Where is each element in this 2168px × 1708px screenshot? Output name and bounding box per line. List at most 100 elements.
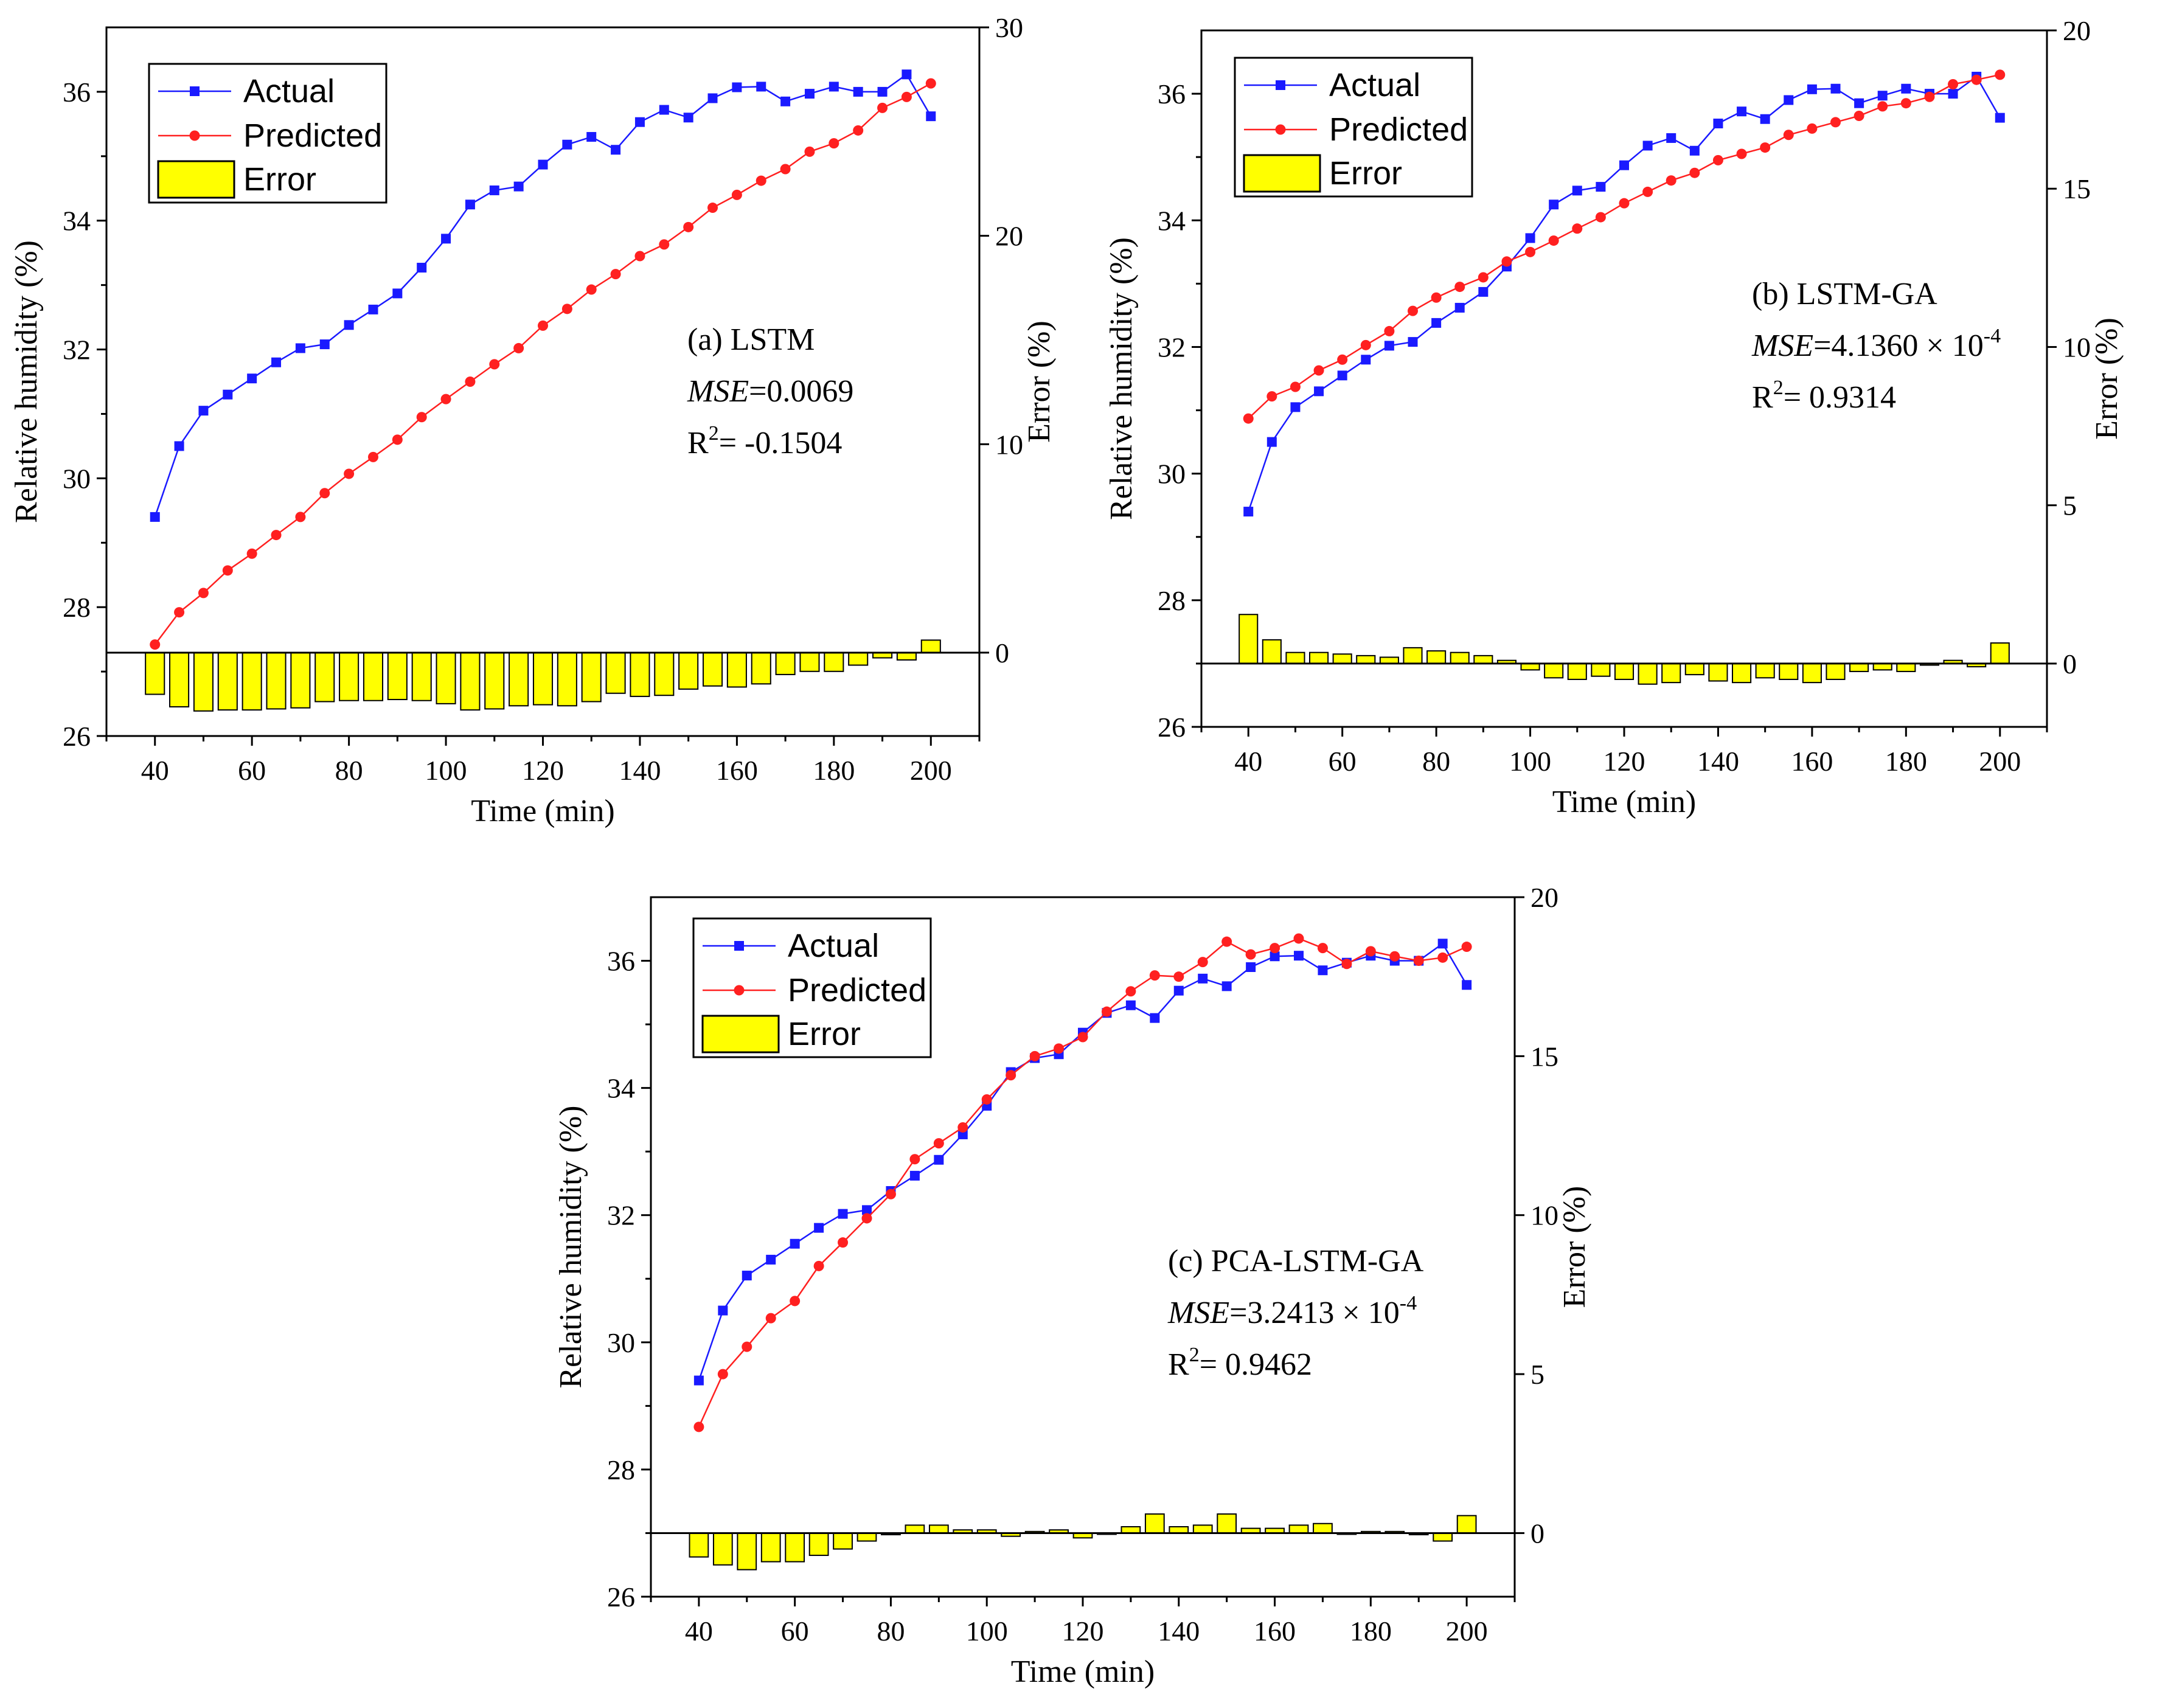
actual-point [902, 69, 912, 80]
predicted-point [742, 1341, 752, 1352]
predicted-point [683, 221, 694, 232]
error-bar [1120, 1526, 1141, 1534]
y-tick-label: 30 [1158, 459, 1186, 490]
actual-point [611, 145, 621, 155]
predicted-point [513, 342, 524, 353]
actual-point [344, 320, 354, 330]
error-bar [1779, 662, 1799, 680]
error-bar [737, 1532, 757, 1571]
actual-point [489, 185, 499, 195]
mse-annotation: MSE=3.2413 × 10-4 [1167, 1292, 1417, 1330]
panel-label: (b) LSTM-GA [1752, 277, 1937, 311]
mse-annotation: MSE=4.1360 × 10-4 [1751, 325, 2001, 363]
predicted-point [901, 91, 912, 102]
actual-point [150, 512, 160, 522]
error-bar [314, 651, 335, 703]
error-bar [1217, 1513, 1237, 1534]
actual-point [1854, 98, 1864, 108]
error-bar [856, 1532, 877, 1542]
error-bar [1684, 662, 1704, 676]
legend-predicted-marker [189, 130, 200, 141]
actual-point [1408, 337, 1418, 347]
actual-point [1689, 145, 1700, 156]
y-tick-label: 30 [63, 463, 91, 494]
predicted-point [659, 239, 670, 250]
y-tick-label: 32 [1158, 332, 1186, 363]
y-tick-label: 26 [63, 721, 91, 752]
predicted-point [1270, 943, 1280, 954]
chart-panel-3: 40 60 80 100 120 140 160 180 200 26 28 30 32 34 36 0 5 10… [554, 882, 1592, 1689]
predicted-point [319, 488, 330, 499]
actual-point [909, 1170, 920, 1181]
predicted-point [1006, 1070, 1016, 1081]
predicted-point [1854, 111, 1864, 122]
y2-tick-label: 30 [995, 12, 1023, 43]
actual-point [1290, 402, 1301, 412]
y2-tick-label: 20 [995, 221, 1023, 252]
y2-tick-label: 0 [2063, 648, 2077, 679]
actual-point [247, 373, 257, 384]
predicted-point [1454, 282, 1465, 293]
actual-point [1431, 318, 1442, 328]
actual-point [1221, 981, 1232, 991]
error-bar [1288, 1524, 1309, 1534]
predicted-point [222, 565, 233, 576]
error-bar [1520, 662, 1540, 671]
actual-point [877, 86, 888, 97]
x-tick-label: 80 [335, 755, 363, 786]
error-bar [605, 651, 626, 694]
predicted-point [1054, 1043, 1065, 1054]
predicted-point [693, 1422, 704, 1432]
error-bar [241, 651, 262, 711]
legend-actual-marker [1276, 80, 1285, 90]
y-tick-label: 30 [607, 1327, 635, 1358]
predicted-point [1807, 123, 1818, 134]
error-bar [808, 1532, 829, 1557]
predicted-point [561, 304, 572, 314]
actual-point [1737, 106, 1747, 117]
error-bar [896, 651, 917, 661]
actual-point [1337, 370, 1347, 381]
y-tick-label: 28 [1158, 585, 1186, 616]
predicted-point [465, 377, 476, 387]
predicted-point [1360, 339, 1371, 350]
y-tick-label: 28 [607, 1454, 635, 1485]
error-bar [1638, 662, 1658, 685]
predicted-point [804, 146, 815, 157]
error-bar [436, 651, 456, 704]
predicted-point [707, 203, 718, 214]
y2-axis-title: Error (%) [2090, 318, 2124, 440]
y-tick-label: 32 [607, 1200, 635, 1231]
predicted-point [1712, 154, 1723, 165]
legend-label-error: Error [243, 161, 316, 198]
error-bar [1567, 662, 1587, 680]
y-tick-label: 36 [607, 946, 635, 977]
r2-annotation: R2= -0.1504 [687, 422, 842, 460]
actual-point [1760, 114, 1770, 124]
actual-point [766, 1254, 776, 1265]
actual-point [198, 406, 209, 416]
actual-point [368, 304, 378, 314]
actual-point [586, 132, 597, 142]
actual-point [223, 389, 233, 400]
error-bar [509, 651, 529, 707]
predicted-point [1384, 325, 1395, 336]
error-bar [339, 651, 360, 701]
predicted-point [1760, 142, 1771, 153]
error-bar [1456, 1515, 1477, 1534]
y2-tick-label: 10 [2063, 332, 2091, 363]
y-tick-label: 34 [607, 1073, 635, 1104]
x-tick-label: 140 [1697, 746, 1739, 777]
error-bar [460, 651, 481, 711]
predicted-point [1689, 167, 1700, 178]
error-bar [1262, 639, 1282, 664]
actual-point [1807, 84, 1817, 94]
error-bar [833, 1532, 853, 1550]
actual-point [804, 89, 815, 99]
predicted-point [440, 394, 451, 404]
actual-point [707, 93, 718, 103]
error-bar [1661, 662, 1681, 684]
actual-point [1995, 113, 2005, 123]
actual-point [538, 159, 548, 170]
x-tick-label: 200 [910, 755, 952, 786]
